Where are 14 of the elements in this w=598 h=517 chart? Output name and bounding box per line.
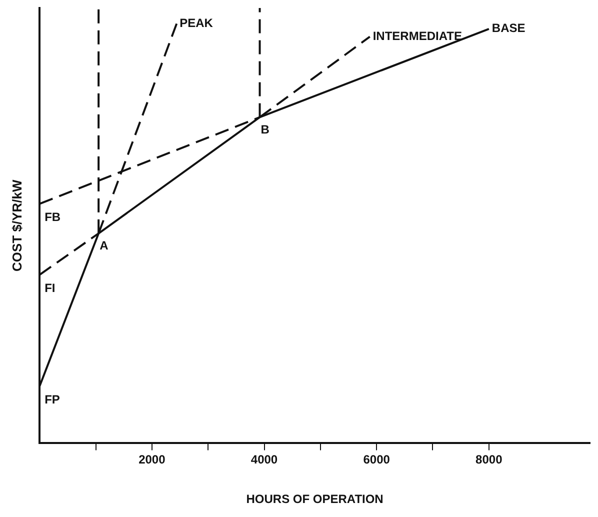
annotation: A [100,238,109,253]
y-axis-title: COST $/YR/kW [9,179,24,272]
x-tick-label: 4000 [250,452,278,467]
annotation: FP [44,392,60,406]
annotation: B [260,122,270,137]
x-tick-label: 8000 [476,452,503,467]
annotation: INTERMEDIATE [372,29,462,44]
annotation: FI [44,281,56,296]
annotation: PEAK [180,16,214,30]
annotation: FB [44,210,61,224]
x-axis-title: HOURS OF OPERATION [246,492,384,506]
x-tick-label: 2000 [138,452,166,467]
annotation: BASE [492,21,526,36]
x-tick-label: 6000 [363,452,390,467]
